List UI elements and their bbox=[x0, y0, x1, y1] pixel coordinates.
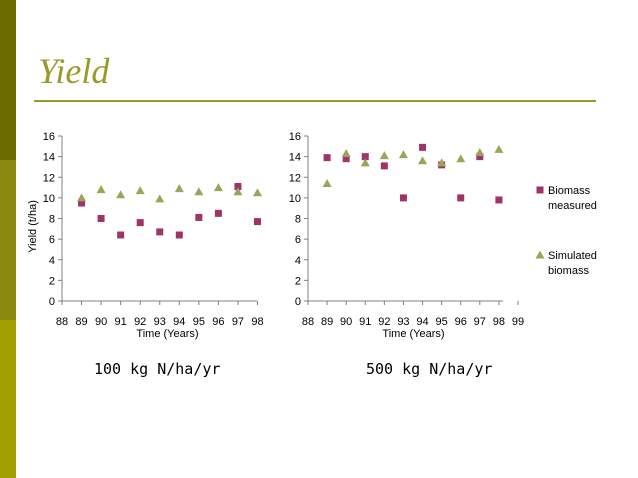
measured-point-1 bbox=[361, 153, 369, 161]
simulated-point-1 bbox=[398, 150, 408, 159]
y-tick-label-1: 12 bbox=[289, 172, 301, 184]
y-tick-label-1: 0 bbox=[295, 296, 301, 308]
measured-point-0 bbox=[117, 231, 125, 239]
measured-point-1 bbox=[380, 162, 388, 170]
measured-point-0 bbox=[234, 183, 242, 191]
x-tick-label-1: 94 bbox=[416, 316, 428, 328]
y-tick-label-1: 14 bbox=[289, 152, 301, 164]
measured-point-1 bbox=[323, 154, 331, 162]
simulated-point-0 bbox=[213, 183, 223, 192]
simulated-point-1 bbox=[475, 148, 485, 156]
y-tick-label-1: 6 bbox=[295, 234, 301, 246]
x-tick-label-1: 92 bbox=[378, 316, 390, 328]
x-tick-label-0: 89 bbox=[75, 316, 87, 328]
y-tick-label-0: 10 bbox=[43, 193, 55, 205]
measured-point-0 bbox=[175, 231, 183, 239]
x-tick-label-1: 99 bbox=[512, 316, 524, 328]
simulated-point-1 bbox=[456, 154, 466, 163]
caption-left: 100 kg N/ha/yr bbox=[94, 360, 221, 378]
x-tick-label-0: 96 bbox=[212, 316, 224, 328]
y-tick-label-0: 2 bbox=[49, 275, 55, 287]
x-tick-label-1: 93 bbox=[397, 316, 409, 328]
x-axis-label-0: Time (Years) bbox=[136, 328, 198, 340]
measured-point-0 bbox=[254, 218, 261, 226]
simulated-point-1 bbox=[360, 158, 370, 167]
legend-label-simulated-line1: Simulated bbox=[548, 250, 597, 262]
measured-point-1 bbox=[495, 196, 503, 204]
simulated-point-1 bbox=[341, 149, 351, 158]
simulated-point-0 bbox=[116, 190, 126, 199]
measured-point-0 bbox=[214, 209, 222, 217]
measured-point-1 bbox=[457, 194, 465, 202]
measured-point-0 bbox=[195, 213, 203, 221]
legend-marker-measured bbox=[536, 186, 544, 194]
simulated-point-1 bbox=[322, 178, 332, 187]
x-tick-label-1: 98 bbox=[493, 316, 505, 328]
x-tick-label-0: 95 bbox=[193, 316, 205, 328]
legend-label-measured-line1: Biomass bbox=[548, 185, 591, 197]
simulated-point-0 bbox=[174, 184, 184, 193]
simulated-point-1 bbox=[494, 144, 504, 153]
y-tick-label-1: 10 bbox=[289, 193, 301, 205]
legend-label-measured-line2: measured bbox=[548, 200, 597, 212]
x-tick-label-1: 96 bbox=[455, 316, 467, 328]
x-tick-label-0: 88 bbox=[56, 316, 68, 328]
measured-point-0 bbox=[136, 219, 144, 227]
x-tick-label-0: 91 bbox=[115, 316, 127, 328]
x-tick-label-0: 98 bbox=[251, 316, 263, 328]
x-axis-label-1: Time (Years) bbox=[382, 328, 444, 340]
x-tick-label-0: 94 bbox=[173, 316, 185, 328]
x-tick-label-0: 90 bbox=[95, 316, 107, 328]
y-tick-label-1: 4 bbox=[295, 255, 301, 267]
y-tick-label-0: 14 bbox=[43, 152, 55, 164]
measured-point-0 bbox=[156, 228, 164, 236]
y-axis-label-0: Yield (t/ha) bbox=[27, 200, 39, 253]
x-tick-label-1: 97 bbox=[474, 316, 486, 328]
measured-point-1 bbox=[419, 143, 427, 151]
simulated-point-1 bbox=[418, 156, 428, 165]
y-tick-label-0: 4 bbox=[49, 255, 55, 267]
x-tick-label-1: 90 bbox=[340, 316, 352, 328]
y-tick-label-0: 12 bbox=[43, 172, 55, 184]
measured-point-0 bbox=[97, 215, 105, 222]
y-tick-label-1: 2 bbox=[295, 275, 301, 287]
y-tick-label-0: 0 bbox=[49, 296, 55, 308]
x-tick-label-1: 88 bbox=[302, 316, 314, 328]
y-tick-label-0: 16 bbox=[43, 131, 55, 143]
sidebar-accent-top bbox=[0, 0, 16, 160]
simulated-point-1 bbox=[379, 151, 389, 160]
measured-point-1 bbox=[399, 194, 407, 202]
simulated-point-0 bbox=[233, 187, 243, 196]
y-tick-label-1: 16 bbox=[289, 131, 301, 143]
x-tick-label-0: 97 bbox=[232, 316, 244, 328]
simulated-point-0 bbox=[77, 193, 87, 202]
simulated-point-1 bbox=[437, 158, 447, 167]
sidebar-accent-middle bbox=[0, 160, 16, 320]
y-tick-label-0: 8 bbox=[49, 214, 55, 226]
x-tick-label-1: 91 bbox=[359, 316, 371, 328]
legend-marker-simulated bbox=[535, 250, 545, 259]
caption-right: 500 kg N/ha/yr bbox=[366, 360, 493, 378]
title-underline bbox=[34, 100, 596, 102]
simulated-point-0 bbox=[194, 187, 204, 196]
simulated-point-0 bbox=[96, 185, 106, 194]
x-tick-label-1: 89 bbox=[321, 316, 333, 328]
y-tick-label-1: 8 bbox=[295, 214, 301, 226]
x-tick-label-0: 92 bbox=[134, 316, 146, 328]
sidebar-accent-bottom bbox=[0, 320, 16, 478]
legend-label-simulated-line2: biomass bbox=[548, 265, 589, 277]
measured-point-0 bbox=[78, 199, 86, 207]
x-tick-label-0: 93 bbox=[154, 316, 166, 328]
simulated-point-0 bbox=[253, 188, 262, 197]
simulated-point-0 bbox=[155, 194, 165, 203]
y-tick-label-0: 6 bbox=[49, 234, 55, 246]
measured-point-1 bbox=[342, 155, 350, 163]
x-tick-label-1: 95 bbox=[436, 316, 448, 328]
slide-title: Yield bbox=[38, 51, 110, 91]
measured-point-1 bbox=[476, 153, 484, 161]
simulated-point-0 bbox=[135, 186, 145, 195]
